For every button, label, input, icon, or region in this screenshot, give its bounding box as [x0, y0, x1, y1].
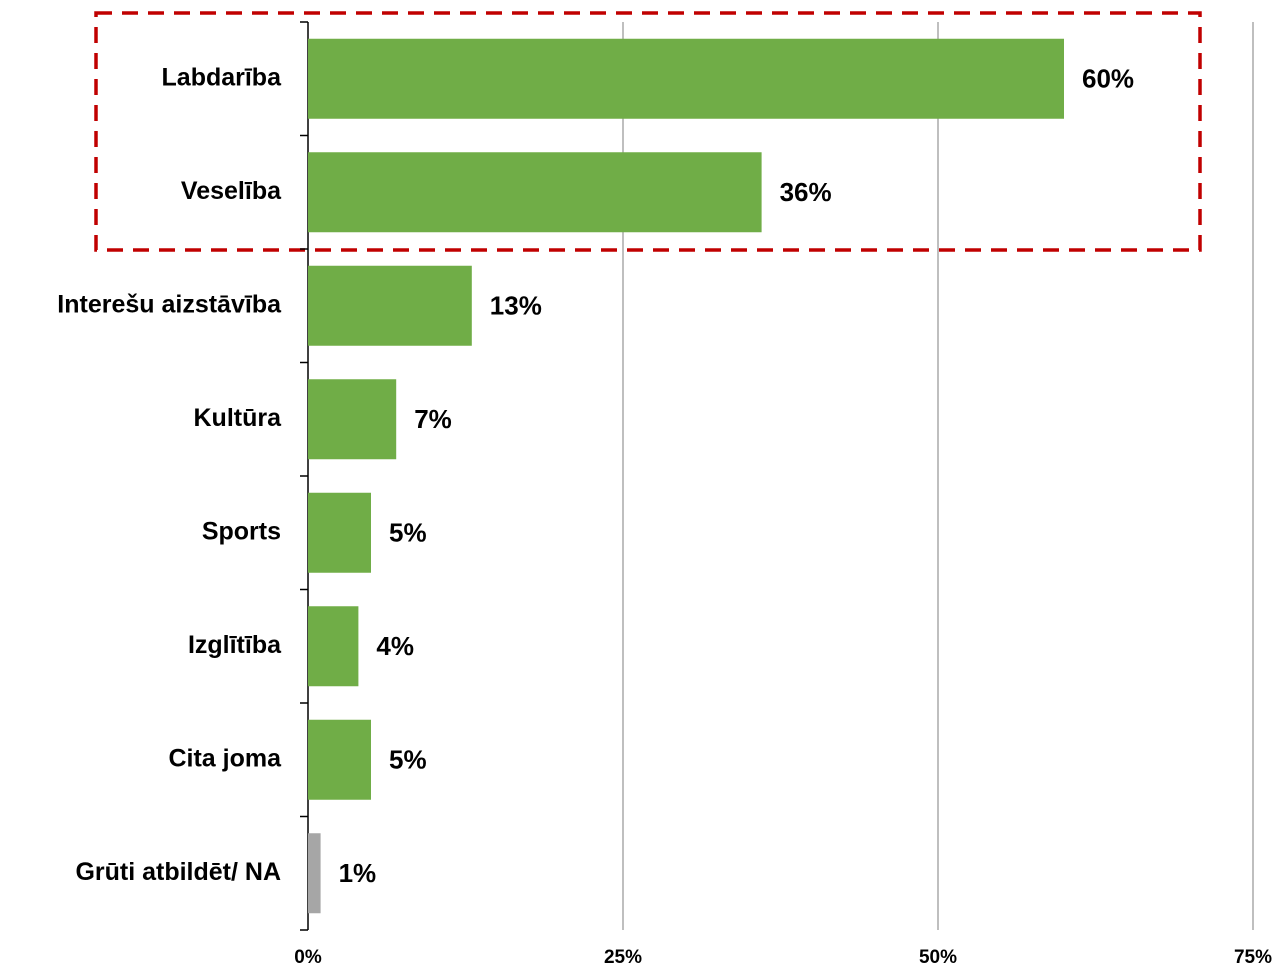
bar: [308, 152, 762, 233]
bar: [308, 265, 472, 346]
y-tick-label: Izglītība: [188, 631, 282, 659]
y-tick-label: Sports: [202, 517, 281, 545]
x-tick-label: 50%: [919, 947, 957, 968]
value-label: 60%: [1082, 64, 1134, 94]
highlight-box: [94, 11, 1202, 252]
value-label: 13%: [490, 291, 542, 321]
bar: [308, 719, 371, 800]
x-tick-label: 0%: [294, 947, 322, 968]
bar: [308, 833, 321, 914]
bar: [308, 379, 397, 460]
y-tick-label: Cita joma: [168, 744, 282, 772]
value-label: 7%: [414, 404, 452, 434]
y-tick-label: Veselība: [181, 177, 282, 205]
y-tick-label: Labdarība: [162, 63, 283, 91]
value-label: 5%: [389, 518, 427, 548]
value-label: 1%: [339, 858, 377, 888]
x-tick-label: 25%: [604, 947, 642, 968]
y-tick-label: Interešu aizstāvība: [57, 290, 282, 318]
bar: [308, 492, 371, 573]
y-tick-label: Grūti atbildēt/ NA: [75, 858, 281, 886]
value-label: 5%: [389, 745, 427, 775]
x-tick-label: 75%: [1234, 947, 1272, 968]
y-tick-label: Kultūra: [194, 404, 283, 432]
value-label: 36%: [780, 177, 832, 207]
bar: [308, 38, 1064, 119]
value-label: 4%: [376, 631, 414, 661]
bar: [308, 606, 359, 687]
